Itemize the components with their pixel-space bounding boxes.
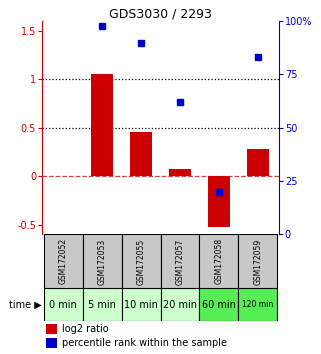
Text: 10 min: 10 min — [124, 300, 158, 310]
Bar — [199, 234, 239, 289]
Text: 0 min: 0 min — [49, 300, 77, 310]
Bar — [91, 74, 113, 176]
Bar — [47, 324, 57, 334]
Bar — [208, 176, 230, 228]
Bar — [199, 289, 239, 321]
Bar — [47, 338, 57, 348]
Title: GDS3030 / 2293: GDS3030 / 2293 — [109, 7, 212, 20]
Bar — [122, 234, 160, 289]
Text: 5 min: 5 min — [88, 300, 116, 310]
Bar — [239, 234, 277, 289]
Text: GSM172053: GSM172053 — [98, 238, 107, 285]
Bar — [247, 149, 269, 176]
Text: 20 min: 20 min — [163, 300, 197, 310]
Text: GSM172059: GSM172059 — [253, 238, 262, 285]
Bar — [82, 289, 122, 321]
Text: percentile rank within the sample: percentile rank within the sample — [62, 338, 227, 348]
Text: GSM172055: GSM172055 — [136, 238, 145, 285]
Bar — [160, 234, 199, 289]
Text: 60 min: 60 min — [202, 300, 236, 310]
Text: GSM172052: GSM172052 — [59, 238, 68, 285]
Text: GSM172058: GSM172058 — [214, 238, 223, 285]
Bar — [82, 234, 122, 289]
Text: 120 min: 120 min — [242, 301, 273, 309]
Bar — [130, 132, 152, 176]
Bar — [239, 289, 277, 321]
Text: log2 ratio: log2 ratio — [62, 324, 108, 334]
Bar — [44, 234, 82, 289]
Bar — [160, 289, 199, 321]
Bar — [169, 169, 191, 176]
Bar — [122, 289, 160, 321]
Text: GSM172057: GSM172057 — [176, 238, 185, 285]
Text: time ▶: time ▶ — [9, 300, 41, 310]
Bar — [44, 289, 82, 321]
